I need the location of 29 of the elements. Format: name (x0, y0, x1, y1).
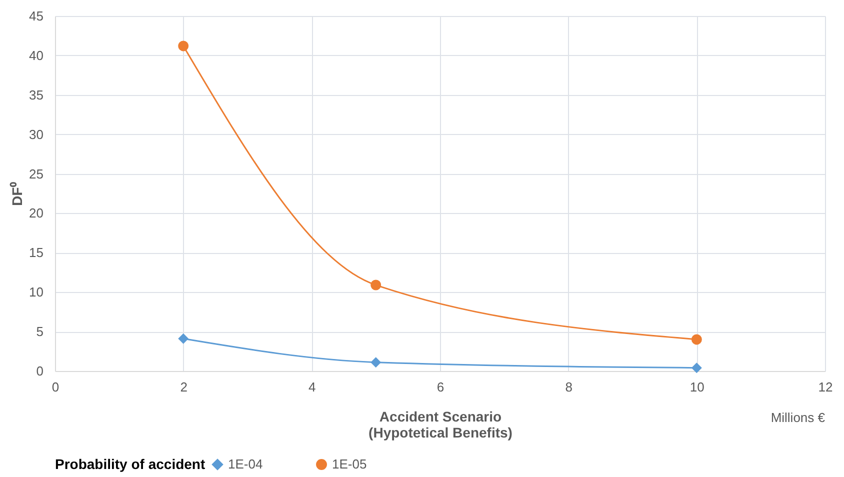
text: Millions € (770, 410, 826, 425)
point (178, 333, 189, 344)
x-tick-label: 8 (565, 380, 572, 394)
x-tick-label: 12 (818, 380, 833, 394)
y-tick-label: 15 (29, 245, 44, 260)
legend-label: 1E-04 (228, 456, 263, 472)
y-tick-label: 40 (29, 48, 44, 63)
y-axis-title: DF⁰ (9, 182, 26, 206)
x-tick-label: 0 (52, 380, 60, 394)
x-tick-label: 6 (436, 380, 444, 394)
x-axis-title: Accident Scenario (Hypotetical Benefits) (368, 408, 512, 440)
y-tick-label: 20 (29, 206, 44, 221)
legend-title: Probability of accident (55, 456, 206, 472)
point (691, 334, 702, 345)
y-tick-label: 30 (29, 126, 44, 142)
y-tick-label: 5 (36, 324, 44, 340)
point (691, 362, 702, 374)
y-tick-label: 10 (29, 284, 44, 300)
x-tick-label: 4 (308, 380, 316, 394)
point (370, 357, 382, 368)
point (370, 280, 382, 290)
y-tick-label: 35 (29, 87, 44, 102)
y-tick-label: 0 (36, 364, 44, 378)
x-tick-label: 10 (690, 380, 704, 394)
x-tick-label: 2 (180, 380, 188, 394)
point (178, 40, 189, 52)
y-tick-label: 25 (29, 166, 44, 182)
y-tick-label: 45 (29, 8, 44, 24)
legend-label: 1E-05 (332, 456, 367, 472)
